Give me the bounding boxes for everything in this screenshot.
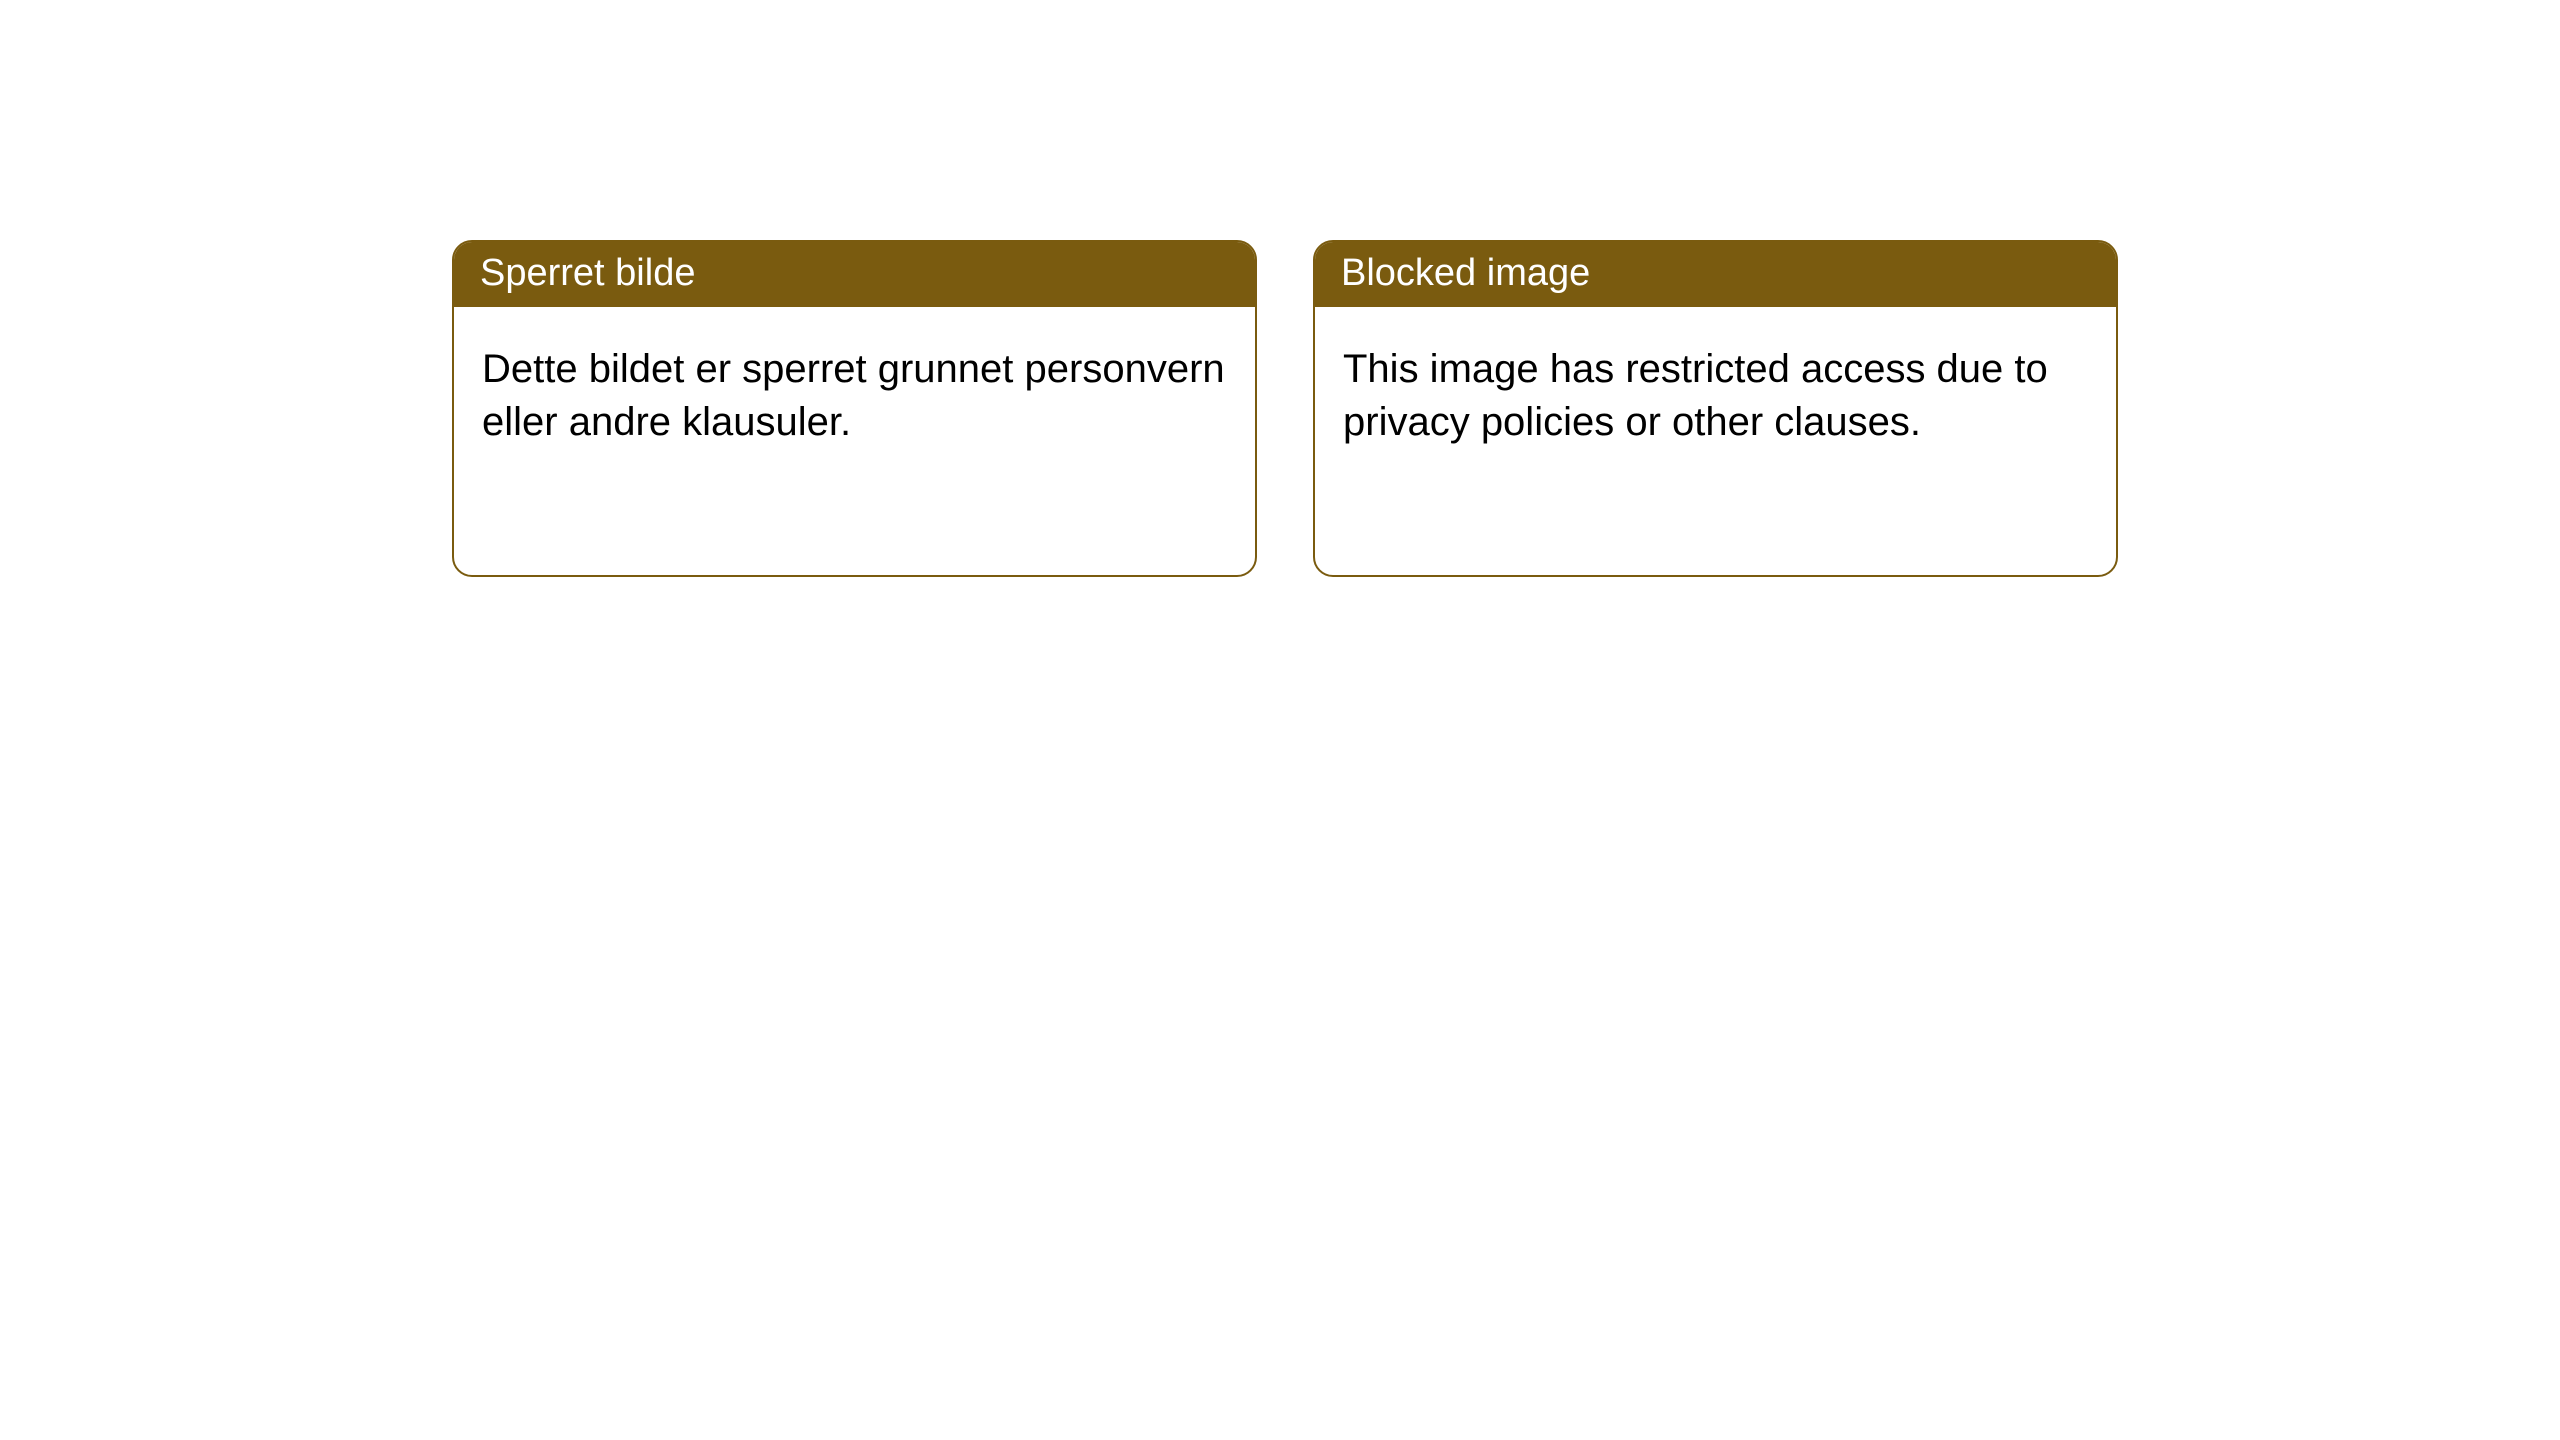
notice-header: Sperret bilde	[454, 242, 1255, 307]
notice-box-norwegian: Sperret bilde Dette bildet er sperret gr…	[452, 240, 1257, 577]
notice-header: Blocked image	[1315, 242, 2116, 307]
notice-body: Dette bildet er sperret grunnet personve…	[454, 307, 1255, 485]
notices-container: Sperret bilde Dette bildet er sperret gr…	[0, 0, 2560, 577]
notice-box-english: Blocked image This image has restricted …	[1313, 240, 2118, 577]
notice-body: This image has restricted access due to …	[1315, 307, 2116, 485]
